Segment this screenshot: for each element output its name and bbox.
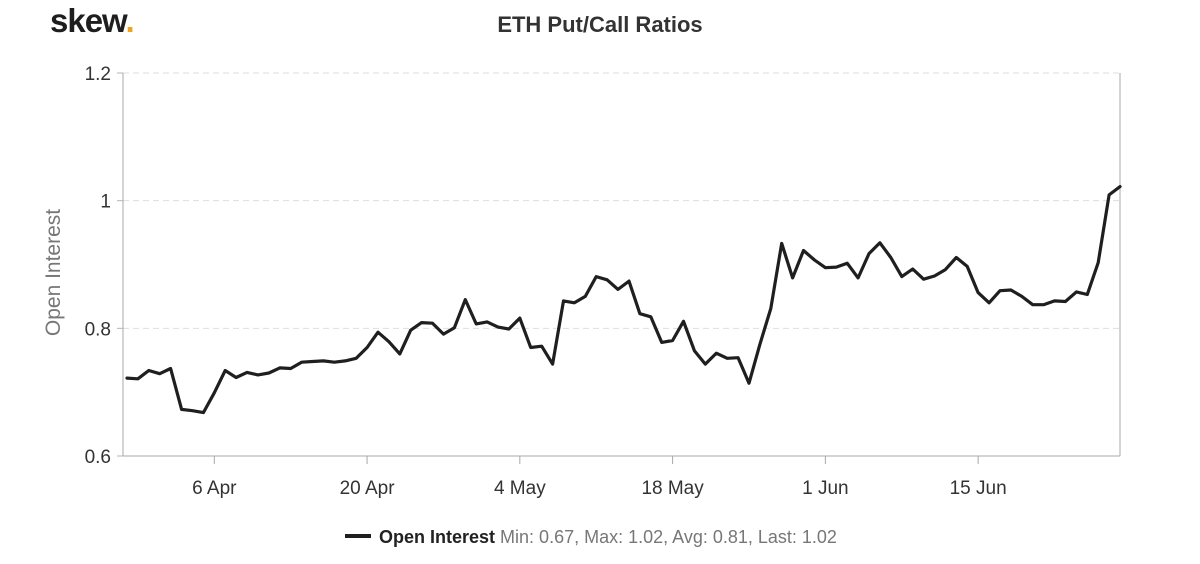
logo-dot: . bbox=[125, 2, 135, 39]
y-tick-label: 1.2 bbox=[85, 64, 111, 85]
x-tick-label: 18 May bbox=[641, 478, 704, 499]
y-tick-label: 1 bbox=[100, 192, 111, 213]
chart-title: ETH Put/Call Ratios bbox=[497, 12, 703, 37]
x-tick-label: 20 Apr bbox=[340, 478, 396, 499]
series-line-open-interest bbox=[125, 185, 1122, 415]
y-axis-label: Open Interest bbox=[42, 209, 65, 336]
y-tick-label: 0.8 bbox=[85, 319, 111, 340]
x-tick-label: 1 Jun bbox=[802, 478, 848, 499]
legend-item[interactable]: Open Interest Min: 0.67, Max: 1.02, Avg:… bbox=[345, 527, 837, 548]
y-tick-label: 0.6 bbox=[85, 447, 111, 468]
x-tick-label: 15 Jun bbox=[950, 478, 1007, 499]
legend-stats: Min: 0.67, Max: 1.02, Avg: 0.81, Last: 1… bbox=[500, 527, 837, 547]
x-tick-label: 4 May bbox=[494, 478, 546, 499]
x-tick-label: 6 Apr bbox=[192, 478, 237, 499]
legend-series-name: Open Interest bbox=[379, 527, 496, 547]
skew-logo: skew. bbox=[50, 2, 135, 40]
legend-line-swatch bbox=[345, 534, 371, 539]
logo-text: skew bbox=[50, 2, 127, 39]
